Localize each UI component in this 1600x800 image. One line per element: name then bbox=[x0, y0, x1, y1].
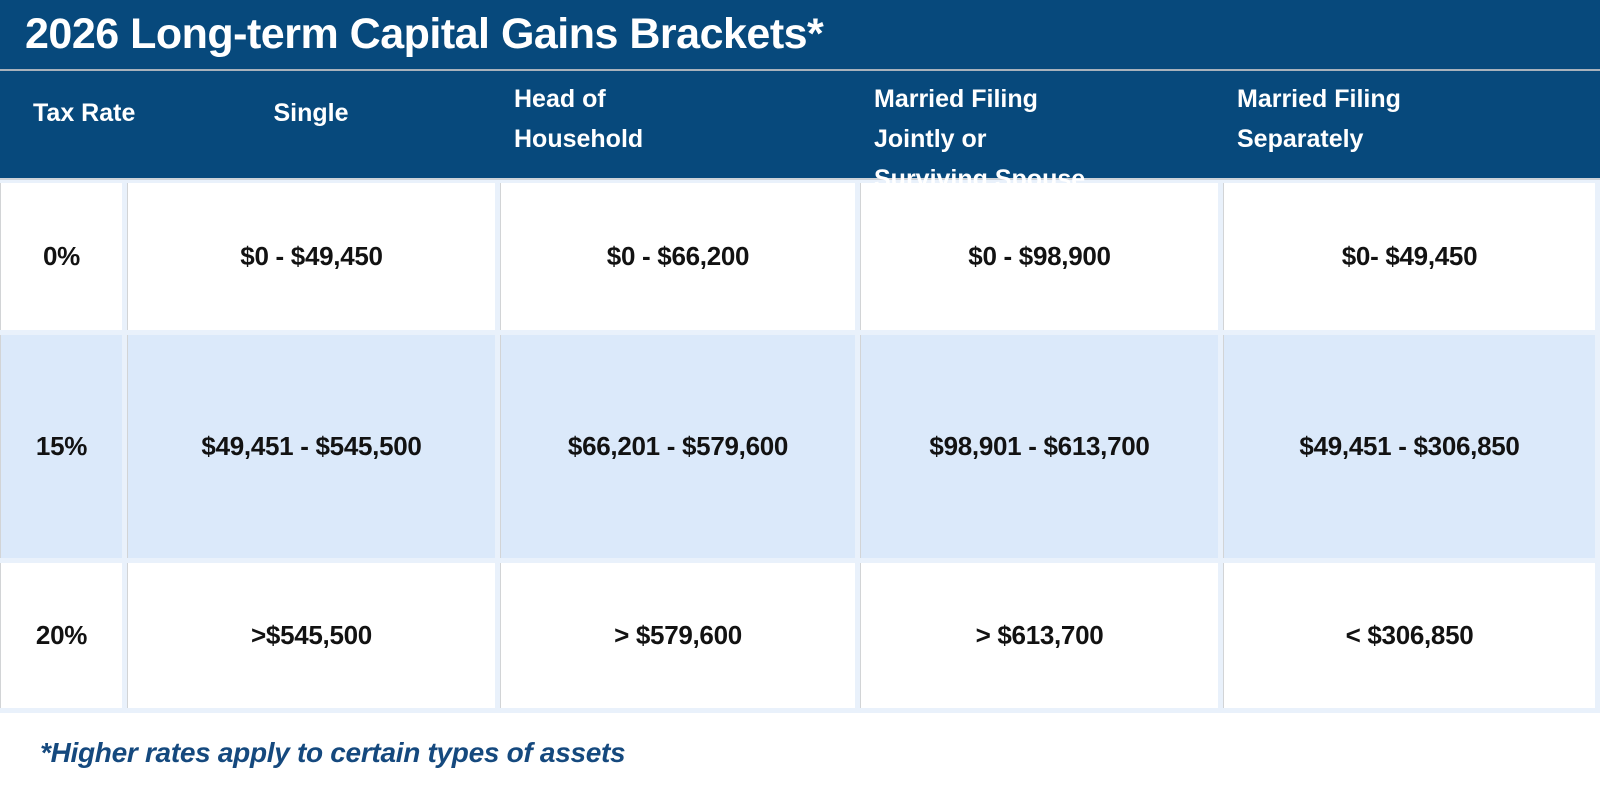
cell-rate-0pct: 0% bbox=[0, 183, 122, 330]
cell-20pct-mfs: < $306,850 bbox=[1223, 563, 1595, 708]
cell-15pct-mfj: $98,901 - $613,700 bbox=[860, 335, 1218, 558]
column-header-tax-rate: Tax Rate bbox=[33, 99, 136, 127]
cell-0pct-mfj: $0 - $98,900 bbox=[860, 183, 1218, 330]
page-title: 2026 Long-term Capital Gains Brackets* bbox=[25, 10, 824, 58]
column-header-head-of-household: Head of Household bbox=[514, 85, 644, 153]
cell-15pct-hoh: $66,201 - $579,600 bbox=[500, 335, 855, 558]
cell-15pct-mfs: $49,451 - $306,850 bbox=[1223, 335, 1595, 558]
table-body: 0% $0 - $49,450 $0 - $66,200 $0 - $98,90… bbox=[0, 180, 1600, 713]
cell-rate-15pct: 15% bbox=[0, 335, 122, 558]
cell-20pct-single: >$545,500 bbox=[127, 563, 495, 708]
cell-0pct-hoh: $0 - $66,200 bbox=[500, 183, 855, 330]
column-header-married-filing-jointly: Married Filing Jointly or Surviving Spou… bbox=[874, 85, 1086, 193]
footnote: *Higher rates apply to certain types of … bbox=[40, 737, 626, 768]
column-header-married-filing-separately: Married Filing Separately bbox=[1237, 85, 1401, 153]
title-bar: 2026 Long-term Capital Gains Brackets* bbox=[0, 0, 1600, 71]
cell-15pct-single: $49,451 - $545,500 bbox=[127, 335, 495, 558]
column-header-single: Single bbox=[273, 99, 349, 127]
cell-20pct-mfj: > $613,700 bbox=[860, 563, 1218, 708]
table-header-row: Tax Rate Single Head of Household Marrie… bbox=[0, 71, 1600, 193]
cell-0pct-single: $0 - $49,450 bbox=[127, 183, 495, 330]
cell-rate-20pct: 20% bbox=[0, 563, 122, 708]
cell-0pct-mfs: $0- $49,450 bbox=[1223, 183, 1595, 330]
cell-20pct-hoh: > $579,600 bbox=[500, 563, 855, 708]
